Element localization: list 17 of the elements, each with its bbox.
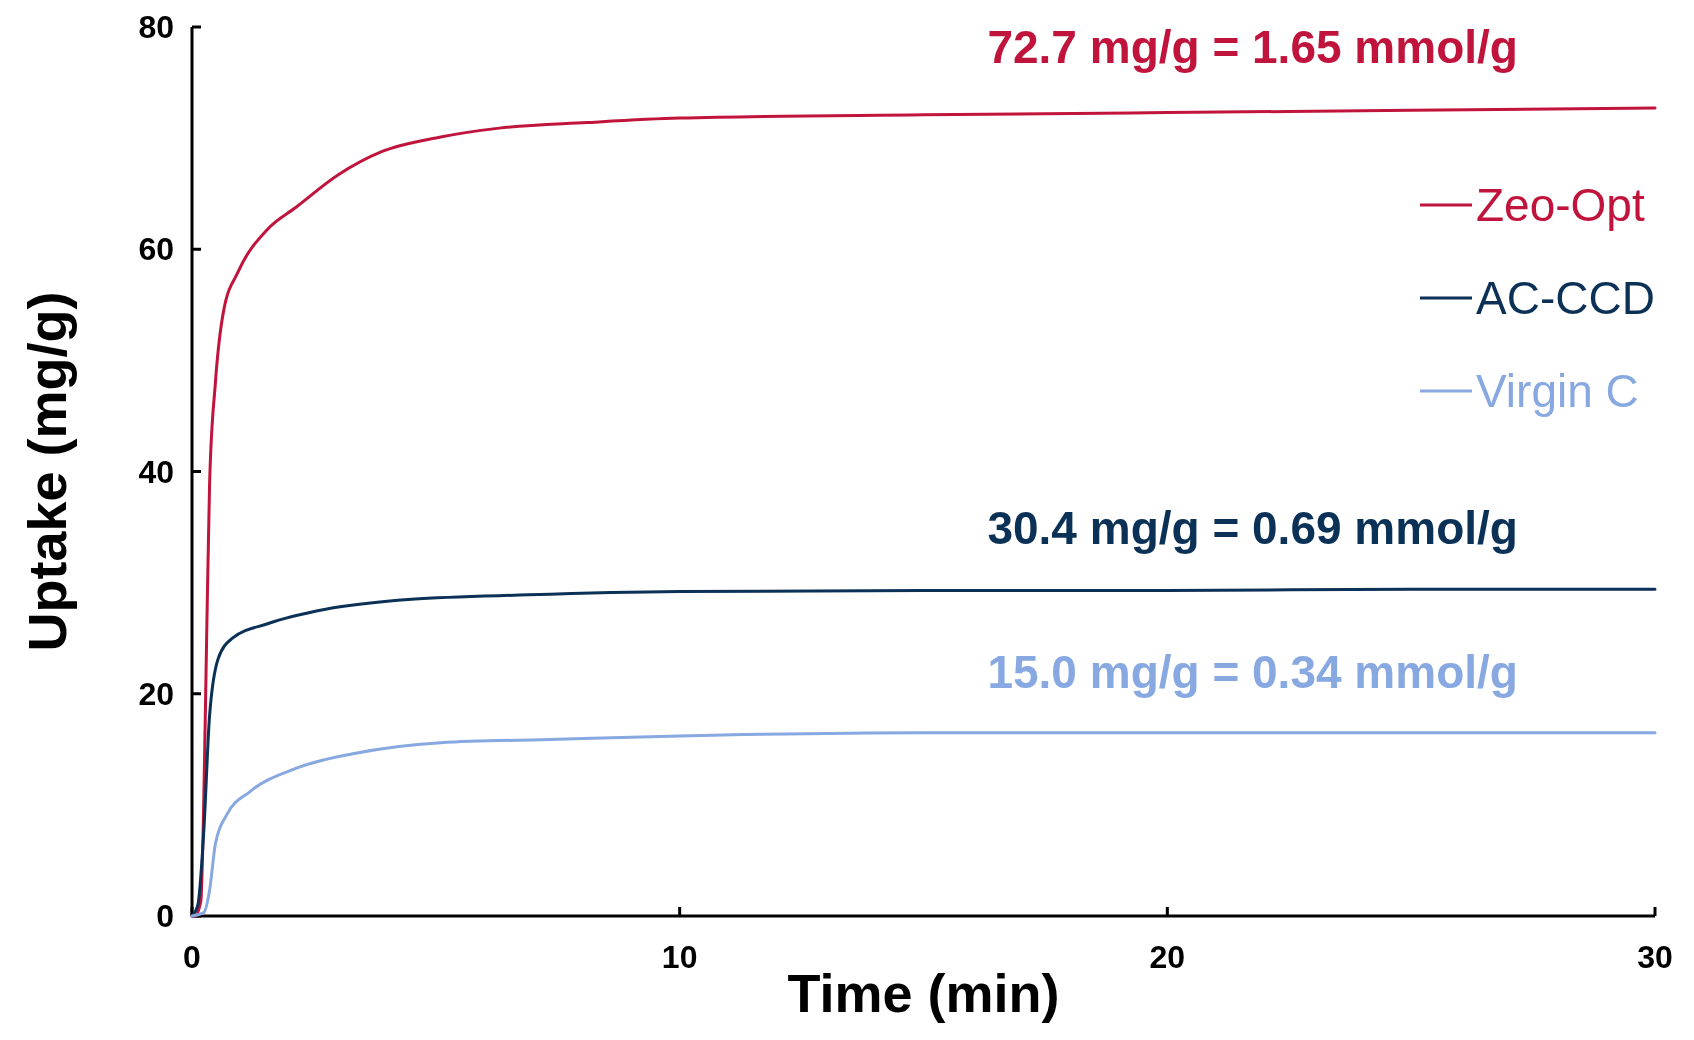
y-tick-label: 0 [156, 898, 174, 935]
x-axis-title: Time (min) [787, 963, 1060, 1023]
y-tick-label: 60 [138, 231, 174, 268]
legend-label: Zeo-Opt [1476, 179, 1645, 232]
legend-label: Virgin C [1476, 365, 1639, 418]
annotation: 15.0 mg/g = 0.34 mmol/g [987, 645, 1518, 698]
x-tick-label: 10 [661, 939, 698, 975]
y-tick-label: 40 [138, 453, 174, 490]
legend-label: AC-CCD [1476, 272, 1655, 325]
x-tick-label: 0 [183, 939, 201, 975]
annotation: 30.4 mg/g = 0.69 mmol/g [987, 502, 1518, 555]
y-tick-label: 20 [138, 675, 174, 712]
y-tick-label: 80 [138, 9, 174, 46]
x-tick-label: 20 [1149, 939, 1186, 975]
annotation: 72.7 mg/g = 1.65 mmol/g [987, 21, 1518, 74]
y-axis-title: Uptake (mg/g) [17, 291, 77, 652]
x-tick-label: 30 [1637, 939, 1673, 975]
